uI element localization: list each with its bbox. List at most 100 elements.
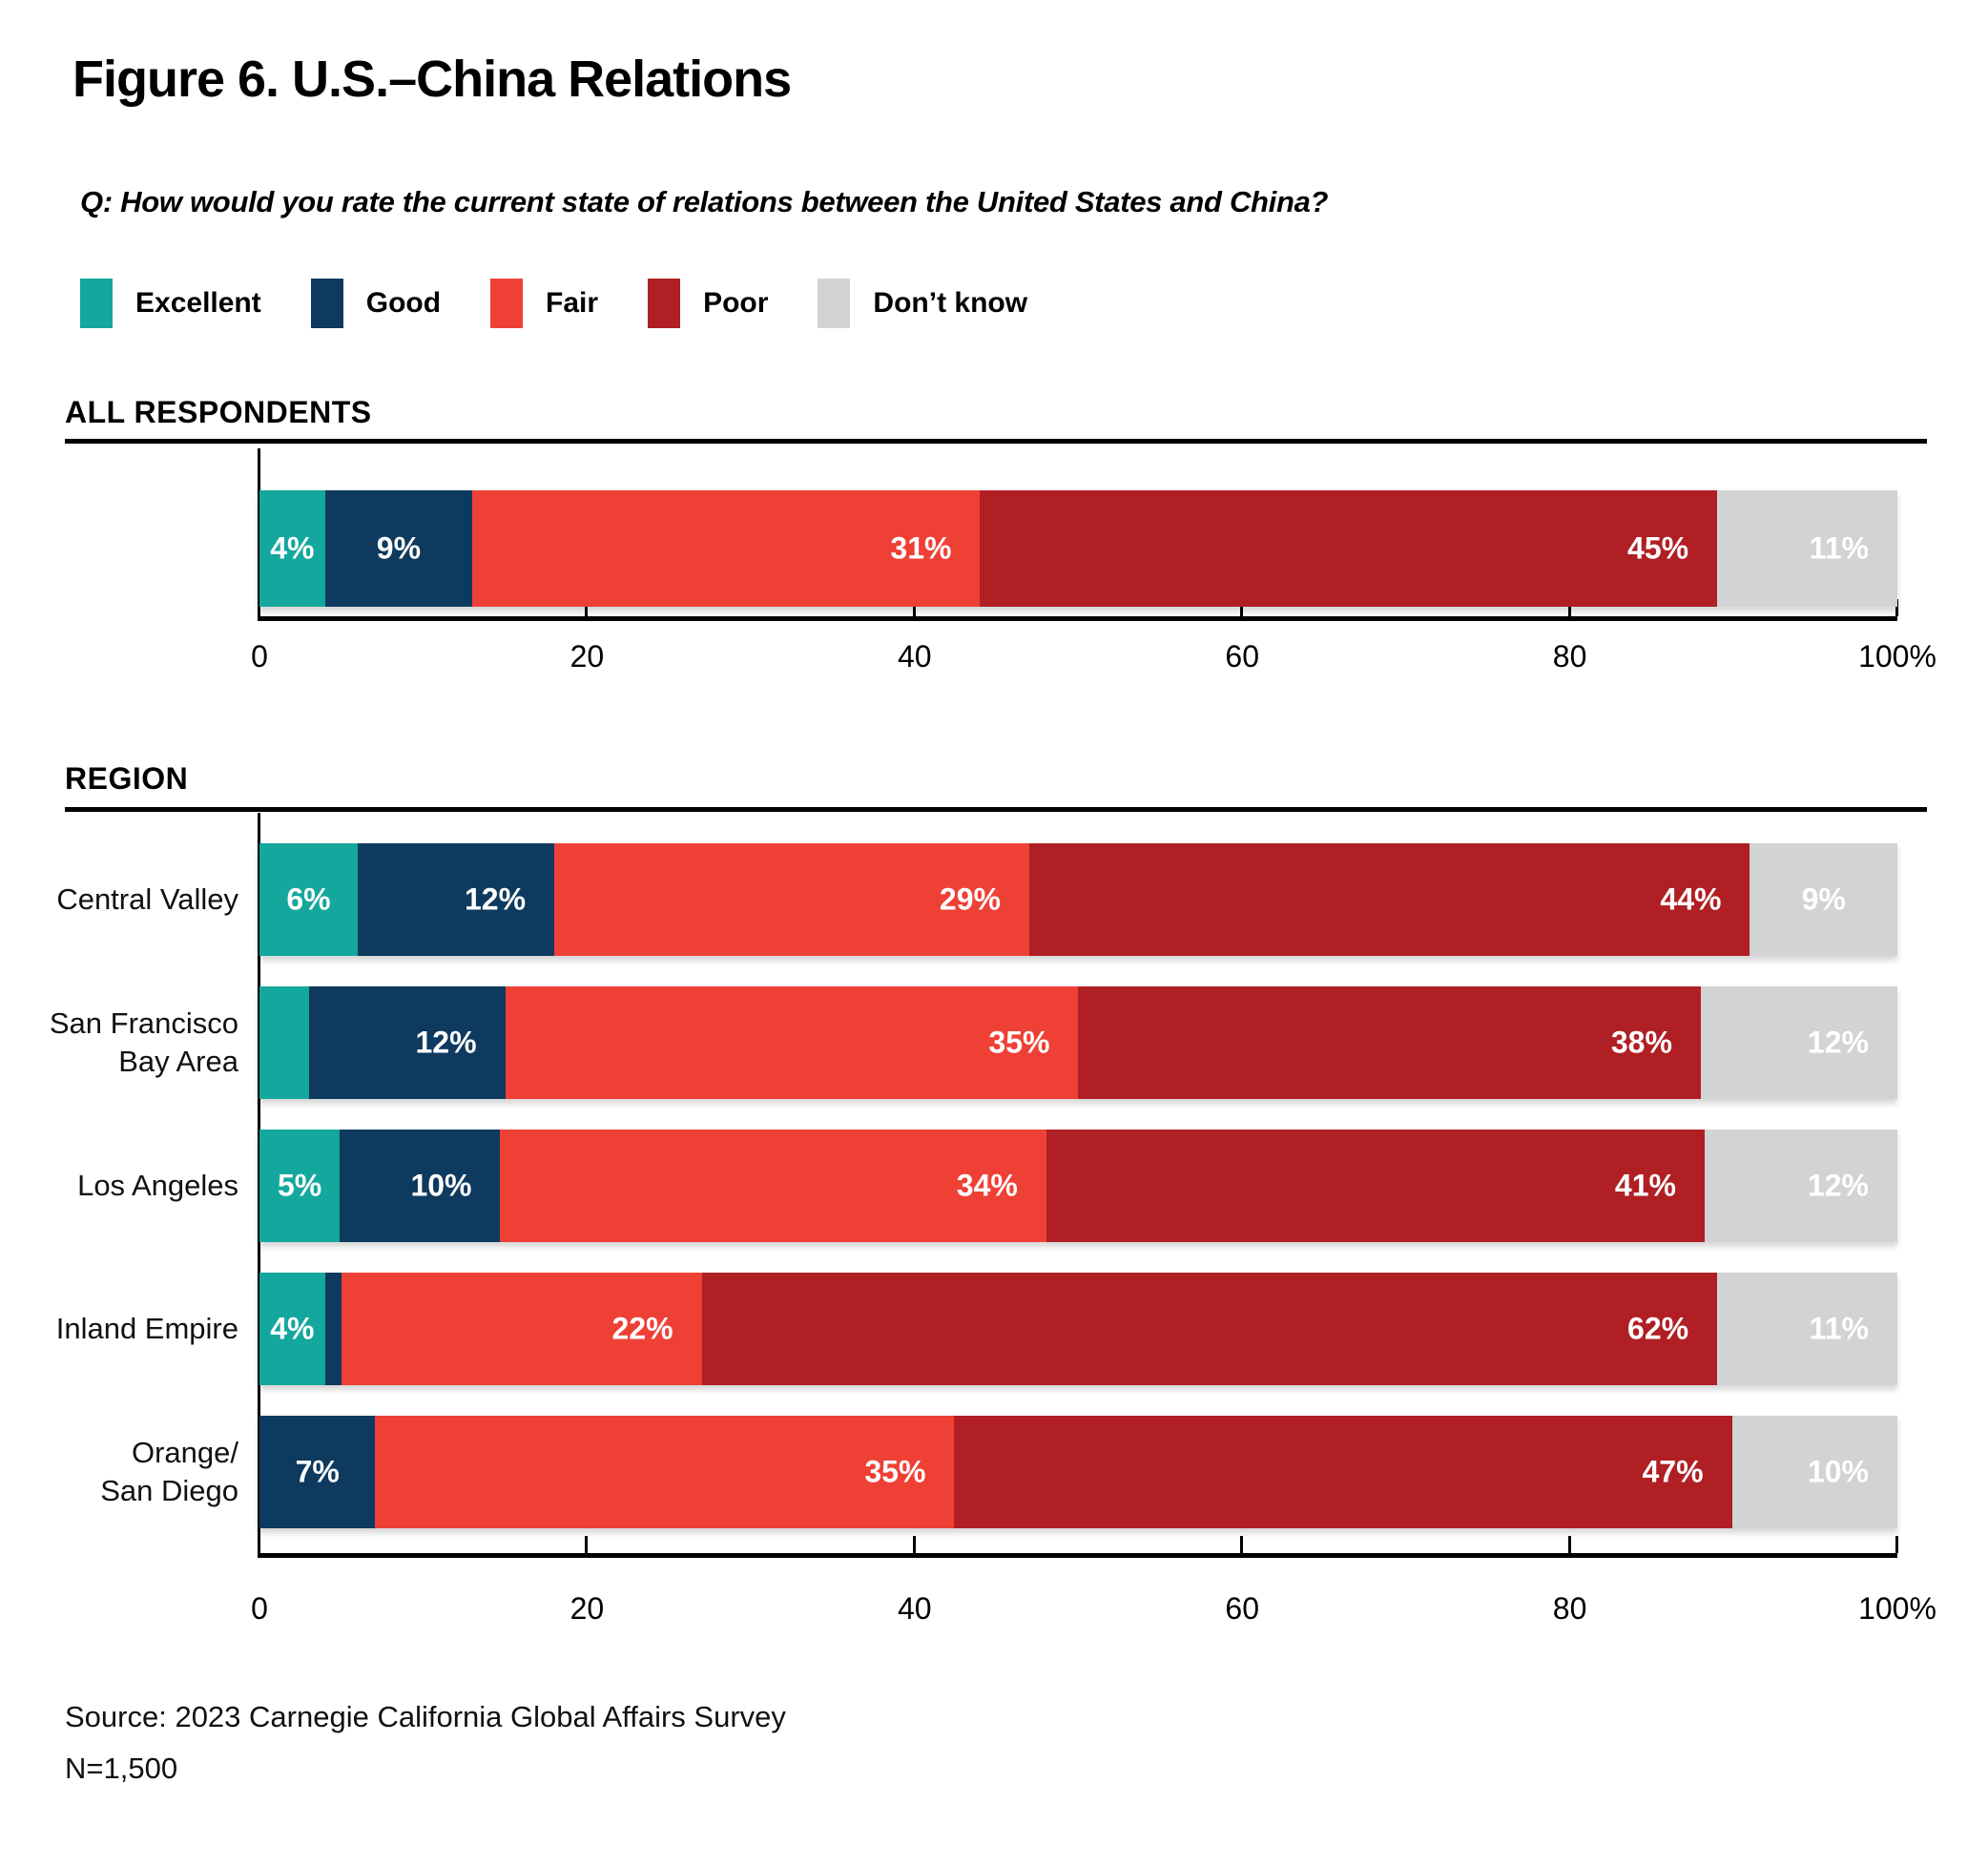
- bar-segment-fair: 35%: [505, 986, 1079, 1099]
- legend-label-good: Good: [365, 287, 442, 319]
- legend: Excellent Good Fair Poor Don’t know: [80, 279, 1027, 328]
- bar-segment-dont_know: 11%: [1717, 490, 1897, 607]
- bar-segment-fair: 35%: [375, 1416, 955, 1528]
- x-axis-tick-region: [1567, 1536, 1571, 1553]
- x-axis-tick-all: [912, 599, 916, 616]
- bar-segment-label: 12%: [1807, 1168, 1869, 1203]
- bar-segment-label: 45%: [1627, 530, 1689, 566]
- legend-item-excellent: Excellent: [80, 279, 261, 328]
- bar-segment-good: [324, 1273, 342, 1385]
- bar-segment-label: 12%: [415, 1025, 477, 1060]
- category-label-line: Orange/: [131, 1436, 238, 1469]
- x-axis-tick-region: [912, 1536, 916, 1553]
- x-axis-tick-all: [1895, 599, 1898, 616]
- legend-label-poor: Poor: [703, 287, 769, 319]
- section-rule-region: [65, 807, 1927, 812]
- y-axis-all: [258, 448, 260, 621]
- bar-segment-label: 22%: [611, 1311, 673, 1346]
- bar-segment-label: 9%: [376, 530, 422, 566]
- x-axis-tick-all: [585, 599, 589, 616]
- bar-segment-poor: 38%: [1078, 986, 1701, 1099]
- legend-swatch-poor: [648, 279, 681, 328]
- x-axis-tick-label-all: 100%: [1858, 639, 1936, 674]
- bar-segment-good: 12%: [358, 843, 555, 956]
- bar-segment-good: 12%: [308, 986, 506, 1099]
- legend-label-dont_know: Don’t know: [873, 287, 1028, 319]
- y-axis-region: [258, 813, 260, 1558]
- sample-size: N=1,500: [65, 1752, 178, 1785]
- bar-segment-label: 4%: [270, 530, 315, 566]
- category-label: San Francisco Bay Area: [19, 1005, 238, 1080]
- category-label-line: Los Angeles: [77, 1169, 238, 1202]
- category-label-line: San Diego: [100, 1473, 238, 1507]
- bar-segment-label: 7%: [295, 1454, 340, 1489]
- bar-segment-poor: 41%: [1046, 1130, 1705, 1242]
- bar-segment-excellent: 5%: [259, 1130, 341, 1242]
- bar-segment-dont_know: 12%: [1700, 986, 1897, 1099]
- x-axis-tick-label-region: 40: [898, 1591, 932, 1626]
- legend-item-fair: Fair: [490, 279, 598, 328]
- bar-segment-label: 31%: [890, 530, 952, 566]
- x-axis-tick-label-region: 80: [1552, 1591, 1587, 1626]
- bar-segment-label: 29%: [939, 881, 1001, 917]
- legend-item-good: Good: [310, 279, 442, 328]
- bar-segment-label: 10%: [1807, 1454, 1869, 1489]
- x-axis-tick-label-region: 60: [1225, 1591, 1259, 1626]
- legend-swatch-excellent: [80, 279, 113, 328]
- bar-segment-good: 9%: [324, 490, 473, 607]
- legend-item-poor: Poor: [648, 279, 768, 328]
- x-axis-tick-region: [585, 1536, 589, 1553]
- bar-segment-fair: 34%: [500, 1130, 1046, 1242]
- bar-segment-poor: 47%: [954, 1416, 1732, 1528]
- x-axis-region: [259, 1553, 1897, 1558]
- bar-segment-label: 62%: [1627, 1311, 1689, 1346]
- bar-segment-label: 11%: [1809, 530, 1869, 566]
- bar-segment-good: 10%: [340, 1130, 501, 1242]
- bar-segment-fair: 22%: [341, 1273, 702, 1385]
- figure-title: Figure 6. U.S.–China Relations: [72, 51, 792, 108]
- x-axis-tick-all: [1567, 599, 1571, 616]
- bar-segment-dont_know: 12%: [1704, 1130, 1897, 1242]
- bar-segment-label: 12%: [1807, 1025, 1869, 1060]
- x-axis-tick-label-all: 80: [1552, 639, 1587, 674]
- x-axis-tick-label-region: 20: [569, 1591, 605, 1626]
- bar-segment-label: 5%: [277, 1168, 322, 1203]
- bar-segment-label: 41%: [1614, 1168, 1676, 1203]
- x-axis-tick-label-region: 100%: [1858, 1591, 1936, 1626]
- bar-segment-label: 4%: [270, 1311, 315, 1346]
- category-label-line: Central Valley: [56, 882, 238, 916]
- bar-segment-fair: 31%: [472, 490, 981, 607]
- bar-row: 5% 10% 34% 41% 12%: [259, 1130, 1897, 1242]
- bar-segment-label: 12%: [465, 881, 527, 917]
- legend-swatch-dont_know: [818, 279, 851, 328]
- bar-segment-poor: 62%: [701, 1273, 1718, 1385]
- x-axis-tick-label-all: 40: [898, 639, 932, 674]
- x-axis-tick-region: [1895, 1536, 1898, 1553]
- source-text: Source: 2023 Carnegie California Global …: [65, 1700, 786, 1733]
- category-label-line: Bay Area: [118, 1044, 238, 1078]
- survey-question: Q: How would you rate the current state …: [80, 185, 1329, 218]
- bar-segment-dont_know: 11%: [1717, 1273, 1897, 1385]
- legend-swatch-fair: [490, 279, 524, 328]
- bar-segment-dont_know: 10%: [1731, 1416, 1897, 1528]
- category-label: Orange/San Diego: [19, 1434, 238, 1509]
- bar-segment-label: 6%: [286, 881, 331, 917]
- category-label: Los Angeles: [19, 1167, 238, 1205]
- bar-segment-excellent: 6%: [259, 843, 359, 956]
- bar-segment-label: 38%: [1610, 1025, 1672, 1060]
- bar-row: 7% 35% 47% 10%: [259, 1416, 1897, 1528]
- bar-segment-excellent: [259, 986, 309, 1099]
- bar-segment-good: 7%: [259, 1416, 376, 1528]
- bar-row: 4% 22% 62% 11%: [259, 1273, 1897, 1385]
- bar-segment-label: 9%: [1801, 881, 1846, 917]
- bar-row: 12% 35% 38% 12%: [259, 986, 1897, 1099]
- x-axis-tick-all: [1240, 599, 1244, 616]
- bar-segment-label: 35%: [864, 1454, 926, 1489]
- bar-segment-label: 34%: [956, 1168, 1018, 1203]
- category-label: Central Valley: [19, 881, 238, 919]
- section-rule-all: [65, 439, 1927, 444]
- bar-segment-label: 47%: [1642, 1454, 1704, 1489]
- bar-segment-label: 35%: [988, 1025, 1050, 1060]
- category-label-line: San Francisco: [49, 1006, 238, 1040]
